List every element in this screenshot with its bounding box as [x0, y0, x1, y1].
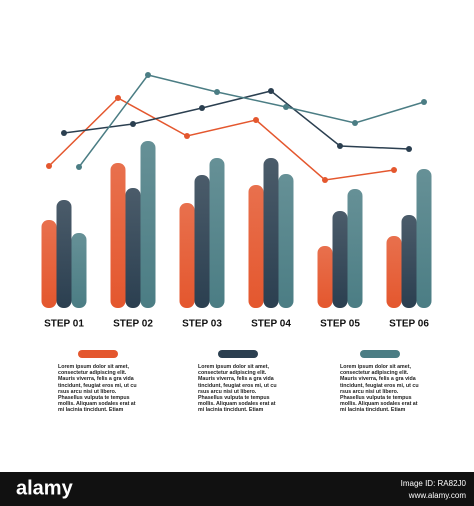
line-point: [421, 99, 427, 105]
line-point: [283, 104, 289, 110]
line-point: [130, 121, 136, 127]
bar: [125, 188, 141, 308]
bar: [110, 163, 126, 308]
bar: [386, 236, 402, 308]
line-point: [184, 133, 190, 139]
bar: [401, 215, 417, 308]
bar: [347, 189, 363, 308]
x-tick-label: STEP 01: [44, 319, 84, 330]
bar: [41, 220, 57, 308]
legend-text: Lorem ipsum dolor sit amet, consectetur …: [340, 364, 419, 414]
legend-swatch: [78, 350, 118, 358]
bar: [278, 174, 294, 308]
watermark-bar: [0, 472, 474, 506]
watermark-id: Image ID: RA82J0: [401, 479, 467, 488]
x-tick-label: STEP 04: [251, 319, 291, 330]
line-point: [61, 130, 67, 136]
line: [78, 74, 425, 168]
legend-swatch: [360, 350, 400, 358]
bar: [317, 246, 333, 308]
bar: [71, 233, 87, 308]
legend-text: Lorem ipsum dolor sit amet, consectetur …: [58, 364, 137, 414]
line-point: [253, 117, 259, 123]
x-tick-label: STEP 05: [320, 319, 360, 330]
line-point: [337, 143, 343, 149]
line-point: [391, 167, 397, 173]
x-tick-label: STEP 03: [182, 319, 222, 330]
line-point: [406, 146, 412, 152]
x-tick-label: STEP 06: [389, 319, 429, 330]
bar: [248, 185, 264, 308]
x-tick-label: STEP 02: [113, 319, 153, 330]
line-point: [76, 164, 82, 170]
bar: [194, 175, 210, 308]
line-point: [214, 89, 220, 95]
bar: [56, 200, 72, 308]
legend-text-box: Lorem ipsum dolor sit amet, consectetur …: [198, 364, 277, 414]
bar: [263, 158, 279, 308]
bar: [179, 203, 195, 308]
legend-text: Lorem ipsum dolor sit amet, consectetur …: [198, 364, 277, 414]
line-point: [268, 88, 274, 94]
bar: [332, 211, 348, 308]
line-point: [322, 177, 328, 183]
line-point: [352, 120, 358, 126]
bar: [416, 169, 432, 308]
line-point: [145, 72, 151, 78]
line: [48, 97, 395, 181]
line: [63, 90, 410, 150]
watermark-brand: alamy: [16, 477, 74, 499]
line-point: [115, 95, 121, 101]
line-point: [46, 163, 52, 169]
legend-swatch: [218, 350, 258, 358]
line-point: [199, 105, 205, 111]
legend-text-box: Lorem ipsum dolor sit amet, consectetur …: [58, 364, 137, 414]
bar: [209, 158, 225, 308]
legend-text-box: Lorem ipsum dolor sit amet, consectetur …: [340, 364, 419, 414]
watermark-url: www.alamy.com: [408, 491, 467, 500]
bar: [140, 141, 156, 308]
